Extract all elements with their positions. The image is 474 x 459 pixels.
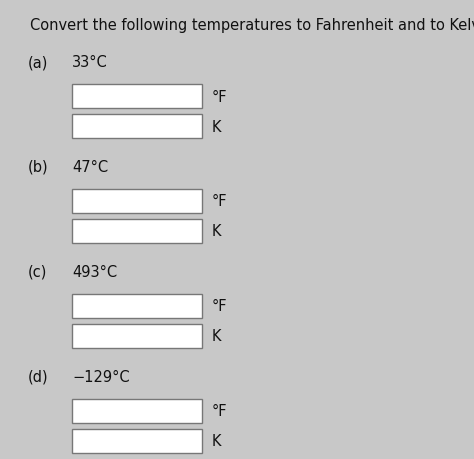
- Bar: [72, 325, 202, 348]
- Text: (d): (d): [28, 369, 49, 384]
- Bar: [72, 294, 202, 318]
- Bar: [72, 190, 202, 213]
- Text: °F: °F: [212, 403, 228, 419]
- Text: K: K: [212, 119, 221, 134]
- Text: 47°C: 47°C: [72, 160, 108, 174]
- Text: °F: °F: [212, 90, 228, 104]
- Text: K: K: [212, 224, 221, 239]
- Bar: [72, 85, 202, 109]
- Text: (b): (b): [28, 160, 49, 174]
- Bar: [72, 429, 202, 453]
- Text: −129°C: −129°C: [72, 369, 129, 384]
- Text: °F: °F: [212, 194, 228, 209]
- Text: K: K: [212, 329, 221, 344]
- Text: Convert the following temperatures to Fahrenheit and to Kelvin.: Convert the following temperatures to Fa…: [30, 18, 474, 33]
- Bar: [72, 115, 202, 139]
- Text: K: K: [212, 434, 221, 448]
- Text: (c): (c): [28, 264, 47, 280]
- Text: (a): (a): [28, 55, 48, 70]
- Bar: [72, 219, 202, 243]
- Text: 33°C: 33°C: [72, 55, 108, 70]
- Text: °F: °F: [212, 299, 228, 314]
- Text: 493°C: 493°C: [72, 264, 117, 280]
- Bar: [72, 399, 202, 423]
